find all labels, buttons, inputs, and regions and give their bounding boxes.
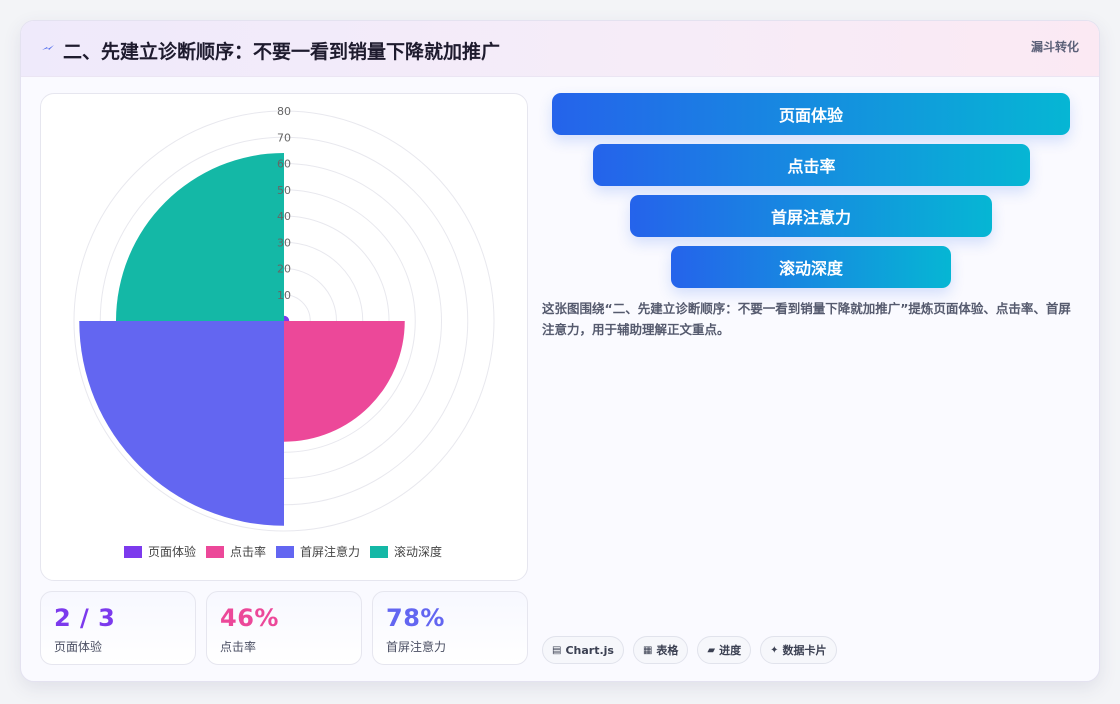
chart-segments — [79, 153, 405, 526]
tick-label: 80 — [277, 105, 291, 118]
stat-value: 46% — [220, 604, 279, 632]
legend-label: 页面体验 — [148, 544, 196, 559]
page-title: 二、先建立诊断顺序：不要一看到销量下降就加推广 — [63, 41, 501, 63]
tick-label: 60 — [277, 158, 291, 171]
legend-label: 滚动深度 — [394, 544, 442, 559]
stat-card-page-experience: 2 / 3 页面体验 — [40, 591, 196, 665]
chip-data-card[interactable]: ✦ 数据卡片 — [760, 636, 837, 664]
stat-card-attention: 78% 首屏注意力 — [372, 591, 528, 665]
stat-label: 首屏注意力 — [386, 640, 447, 654]
legend-label: 首屏注意力 — [300, 544, 360, 559]
stat-label: 页面体验 — [54, 640, 103, 654]
funnel-step-1: 页面体验 — [552, 93, 1070, 135]
legend-swatch — [206, 546, 224, 558]
progress-icon: ▰ — [707, 644, 716, 656]
chip-label: 数据卡片 — [782, 644, 827, 657]
chart-legend: 页面体验 点击率 首屏注意力 滚动深度 — [124, 544, 442, 559]
chip-label: 表格 — [656, 644, 679, 657]
sparkle-icon: ✦ — [770, 644, 779, 656]
tick-label: 20 — [277, 263, 291, 276]
legend-swatch — [276, 546, 294, 558]
stat-label: 点击率 — [220, 640, 257, 654]
tick-label: 10 — [277, 289, 291, 302]
chip-progress[interactable]: ▰ 进度 — [697, 636, 752, 664]
chart-icon: ▤ — [552, 644, 562, 656]
table-icon: ▦ — [642, 644, 653, 656]
tick-label: 40 — [277, 210, 291, 223]
card-header: 二、先建立诊断顺序：不要一看到销量下降就加推广 漏斗转化 — [21, 21, 1099, 77]
chart-description: 这张图围绕“二、先建立诊断顺序：不要一看到销量下降就加推广”提炼页面体验、点击率… — [542, 301, 1071, 337]
chart-segment — [284, 315, 290, 321]
polar-area-chart: 80 70 60 50 40 30 20 10 页面体验 点击率 首屏注意力 滚动深度 — [40, 93, 528, 581]
legend-label: 点击率 — [230, 544, 266, 559]
chip-label: Chart.js — [565, 643, 614, 657]
infographic-card: 二、先建立诊断顺序：不要一看到销量下降就加推广 漏斗转化 80 70 60 50 40 3… — [20, 20, 1100, 682]
legend-swatch — [370, 546, 388, 558]
chart-segment — [284, 321, 405, 442]
funnel-step-4: 滚动深度 — [671, 246, 951, 288]
tick-label: 70 — [277, 131, 291, 144]
chart-canvas: 80 70 60 50 40 30 20 10 页面体验 点击率 首屏注意力 滚动深度 — [73, 105, 495, 559]
tick-label: 30 — [277, 236, 291, 249]
chip-table[interactable]: ▦ 表格 — [632, 636, 689, 664]
grid-ring — [73, 110, 495, 532]
legend-swatch — [124, 546, 142, 558]
chart-tick-labels: 80 70 60 50 40 30 20 10 — [277, 105, 291, 302]
chart-segment — [116, 153, 284, 321]
chip-chartjs[interactable]: ▤ Chart.js — [542, 636, 624, 664]
lightning-icon — [42, 45, 54, 50]
tech-chips: ▤ Chart.js ▦ 表格 ▰ 进度 ✦ 数据卡片 — [542, 636, 837, 664]
chart-segment — [79, 321, 284, 526]
chip-label: 进度 — [719, 644, 742, 657]
stat-value: 2 / 3 — [54, 604, 116, 632]
stat-value: 78% — [386, 604, 445, 632]
stat-card-ctr: 46% 点击率 — [206, 591, 362, 665]
category-tag: 漏斗转化 — [1030, 40, 1079, 54]
tick-label: 50 — [277, 184, 291, 197]
funnel-step-3: 首屏注意力 — [630, 195, 992, 237]
funnel-step-2: 点击率 — [593, 144, 1030, 186]
